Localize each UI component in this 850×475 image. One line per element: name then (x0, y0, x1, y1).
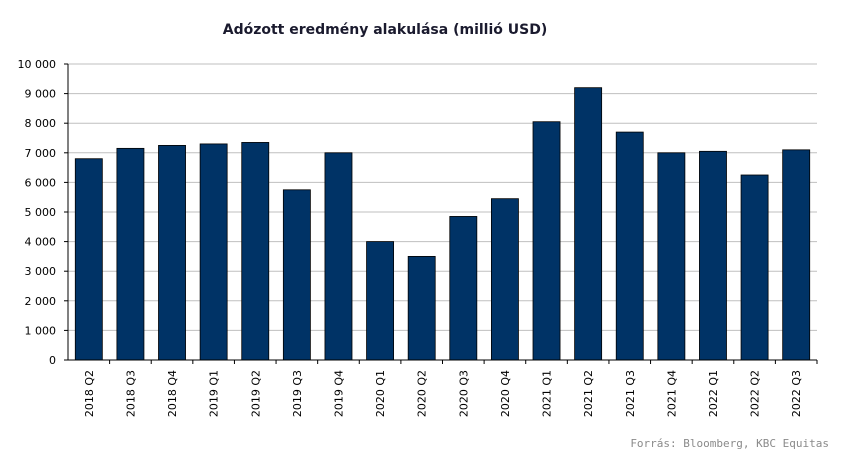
y-tick-label: 0 (49, 354, 56, 367)
bar (199, 143, 228, 361)
bar (407, 255, 436, 361)
y-tick-label: 7 000 (25, 147, 57, 160)
x-tick-label: 2021 Q3 (624, 370, 637, 417)
bar (532, 121, 561, 361)
bar (449, 216, 478, 361)
x-tick-label: 2022 Q3 (790, 370, 803, 417)
source-note: Forrás: Bloomberg, KBC Equitas (630, 437, 829, 450)
y-tick-label: 9 000 (25, 88, 57, 101)
bar (490, 198, 519, 361)
x-tick-label: 2019 Q1 (208, 370, 221, 417)
bar (699, 150, 727, 361)
bars (74, 87, 811, 361)
bar (657, 152, 686, 361)
bar (366, 241, 395, 361)
x-tick-label: 2018 Q4 (166, 370, 179, 417)
bar (282, 189, 311, 361)
y-tick-label: 10 000 (18, 58, 57, 71)
x-tick-label: 2020 Q3 (457, 370, 470, 417)
x-tick-label: 2022 Q2 (749, 370, 762, 417)
y-tick-label: 8 000 (25, 117, 57, 130)
bar (241, 142, 270, 361)
x-axis-ticks: 2018 Q2 2018 Q3 2018 Q4 2019 Q1 2019 Q2 2019 … (83, 360, 818, 417)
grid-lines (68, 63, 817, 361)
bar (615, 131, 644, 361)
x-tick-label: 2019 Q3 (291, 370, 304, 417)
x-tick-label: 2021 Q2 (582, 370, 595, 417)
x-tick-label: 2019 Q4 (332, 370, 345, 417)
y-axis-ticks: 0 1 000 2 000 3 000 4 000 5 000 6 000 7 000 8 00… (18, 58, 68, 367)
x-tick-label: 2020 Q1 (374, 370, 387, 417)
x-tick-label: 2020 Q2 (416, 370, 429, 417)
y-tick-label: 6 000 (25, 176, 57, 189)
x-tick-label: 2018 Q2 (83, 370, 96, 417)
y-tick-label: 3 000 (25, 265, 57, 278)
x-tick-label: 2021 Q1 (541, 370, 554, 417)
bar (116, 147, 145, 361)
chart-title: Adózott eredmény alakulása (millió USD) (223, 22, 547, 38)
bar (740, 174, 769, 361)
x-tick-label: 2018 Q3 (124, 370, 137, 417)
y-tick-label: 1 000 (25, 324, 57, 337)
bar (574, 87, 603, 361)
y-tick-label: 2 000 (25, 295, 57, 308)
x-tick-label: 2021 Q4 (665, 370, 678, 417)
bar (782, 149, 811, 361)
y-tick-label: 4 000 (25, 236, 57, 249)
bar (324, 152, 353, 361)
x-tick-label: 2020 Q4 (499, 370, 512, 417)
bar (74, 158, 103, 361)
y-tick-label: 5 000 (25, 206, 57, 219)
x-tick-label: 2022 Q1 (707, 370, 720, 417)
x-tick-label: 2019 Q2 (249, 370, 262, 417)
bar (158, 144, 186, 361)
